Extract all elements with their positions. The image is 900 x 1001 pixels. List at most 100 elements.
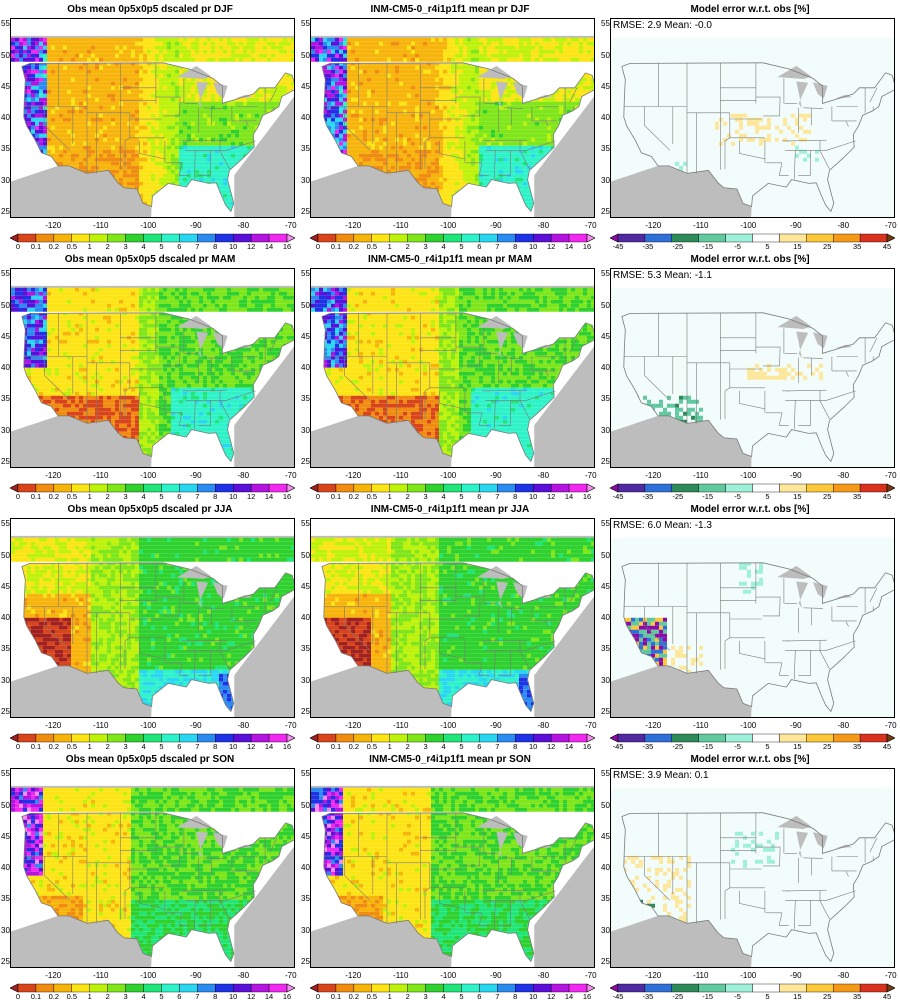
colorbar-segment (336, 484, 354, 492)
colorbar-segment (645, 734, 672, 742)
colorbar-segment (618, 484, 645, 492)
map-frame (310, 268, 595, 468)
colorbar-segment (144, 984, 162, 992)
colorbar-segment (753, 984, 780, 992)
lon-tick-label: -90 (490, 971, 502, 980)
lat-tick-label: 55 (601, 19, 610, 28)
lon-tick-label: -80 (537, 471, 549, 480)
colorbar-segment (779, 734, 806, 742)
colorbar-segment (515, 734, 533, 742)
lon-tick-label: -80 (237, 971, 249, 980)
colorbar-segment (860, 984, 887, 992)
colorbar-segment (126, 234, 144, 242)
map-panel-error-jja: Model error w.r.t. obs [%]RMSE: 6.0 Mean… (600, 500, 900, 750)
lon-tick-label: -70 (285, 471, 297, 480)
colorbar-segment (233, 484, 251, 492)
lat-tick-label: 40 (1, 113, 10, 122)
colorbar-segment (215, 734, 233, 742)
lon-tick-label: -110 (693, 471, 708, 480)
colorbar-segment (699, 484, 726, 492)
map-frame: RMSE: 3.9 Mean: 0.1 (610, 768, 895, 968)
lat-tick-label: 35 (301, 394, 310, 403)
lat-tick-label: 35 (1, 144, 10, 153)
lat-tick-label: 25 (301, 707, 310, 716)
colorbar-segment (461, 234, 479, 242)
colorbar-segment (753, 734, 780, 742)
precip-map (11, 769, 295, 968)
lat-tick-label: 25 (301, 457, 310, 466)
colorbar-segment (779, 984, 806, 992)
colorbar-segment (54, 234, 72, 242)
colorbar-segment (479, 734, 497, 742)
precip-map (11, 519, 295, 718)
lat-tick-label: 25 (301, 957, 310, 966)
error-stats: RMSE: 3.9 Mean: 0.1 (613, 770, 709, 781)
lat-tick-label: 55 (301, 269, 310, 278)
colorbar-extend-high (287, 234, 295, 242)
colorbar-segment (90, 984, 108, 992)
lon-tick-label: -100 (740, 721, 756, 730)
colorbar-segment (497, 484, 515, 492)
colorbar-segment (354, 734, 372, 742)
colorbar-segment (126, 484, 144, 492)
lat-tick-label: 30 (1, 926, 10, 935)
colorbar-segment (390, 234, 408, 242)
colorbar-segment (408, 484, 426, 492)
lon-tick-label: -80 (237, 221, 249, 230)
colorbar-segment (161, 484, 179, 492)
lon-tick-label: -70 (285, 971, 297, 980)
lat-tick-label: 55 (1, 19, 10, 28)
lat-tick-label: 40 (301, 363, 310, 372)
colorbar-segment (197, 984, 215, 992)
colorbar-segment (251, 484, 269, 492)
colorbar-segment (779, 234, 806, 242)
lon-tick-label: -120 (45, 471, 61, 480)
colorbar-segment (269, 734, 287, 742)
lat-tick-label: 25 (1, 707, 10, 716)
colorbar-segment (806, 484, 833, 492)
error-map (611, 19, 895, 218)
lat-tick-label: 25 (1, 957, 10, 966)
colorbar-segment (645, 234, 672, 242)
colorbar-segment (806, 734, 833, 742)
colorbar-segment (551, 234, 569, 242)
colorbar-segment (426, 234, 444, 242)
lat-tick-label: 50 (601, 51, 610, 60)
colorbar-segment (72, 484, 90, 492)
colorbar-segment (161, 734, 179, 742)
colorbar-extend-low (610, 734, 618, 742)
lat-tick-label: 35 (301, 894, 310, 903)
lon-tick-label: -110 (693, 221, 708, 230)
lat-tick-label: 45 (1, 82, 10, 91)
colorbar-segment (108, 734, 126, 742)
lon-tick-label: -90 (490, 221, 502, 230)
lon-tick-label: -110 (93, 221, 108, 230)
colorbar-segment (126, 984, 144, 992)
panel-title: Obs mean 0p5x0p5 dscaled pr SON (0, 754, 300, 765)
lon-tick-label: -100 (440, 721, 456, 730)
map-panel-error-mam: Model error w.r.t. obs [%]RMSE: 5.3 Mean… (600, 250, 900, 500)
colorbar-segment (444, 984, 462, 992)
lat-tick-label: 50 (1, 51, 10, 60)
error-stats: RMSE: 6.0 Mean: -1.3 (613, 520, 712, 531)
lat-tick-label: 40 (1, 863, 10, 872)
lon-tick-label: -80 (237, 471, 249, 480)
lat-tick-label: 30 (1, 176, 10, 185)
lon-tick-label: -100 (140, 721, 156, 730)
colorbar-extend-low (10, 984, 18, 992)
lat-tick-label: 55 (301, 19, 310, 28)
precip-map (311, 269, 595, 468)
lon-tick-label: -90 (190, 221, 202, 230)
map-frame (10, 18, 295, 218)
lon-tick-label: -70 (285, 221, 297, 230)
lat-tick-label: 45 (301, 82, 310, 91)
colorbar-segment (197, 484, 215, 492)
lon-tick-label: -110 (93, 471, 108, 480)
colorbar-segment (726, 984, 753, 992)
lon-tick-label: -110 (393, 471, 408, 480)
